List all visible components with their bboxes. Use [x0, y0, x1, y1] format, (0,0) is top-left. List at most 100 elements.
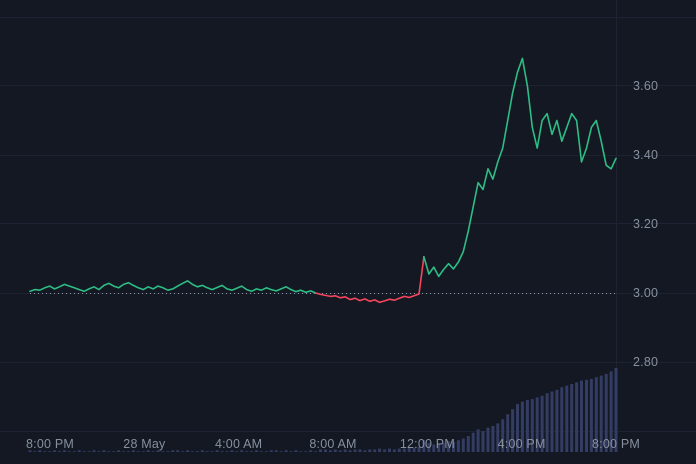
volume-bar: [269, 450, 273, 452]
volume-bar: [141, 451, 145, 452]
volume-bar: [545, 393, 549, 452]
volume-bar: [161, 451, 165, 452]
volume-bar: [245, 451, 249, 452]
volume-bar: [151, 451, 155, 452]
volume-bar: [348, 450, 352, 452]
volume-bar: [255, 450, 258, 452]
volume-bar: [368, 449, 372, 452]
volume-bar: [580, 380, 583, 452]
volume-bar: [43, 451, 47, 452]
volume-bar: [486, 427, 490, 452]
volume-bar: [48, 451, 52, 452]
volume-bar: [240, 450, 244, 452]
volume-bar: [491, 426, 495, 452]
volume-bar: [225, 451, 229, 452]
volume-bar: [461, 438, 465, 452]
volume-bar: [186, 450, 190, 452]
volume-bar: [122, 451, 126, 452]
volume-bar: [476, 429, 480, 452]
volume-bar: [412, 447, 416, 452]
volume-bar: [402, 448, 406, 452]
volume-bar: [309, 450, 313, 452]
volume-bar: [279, 451, 283, 452]
volume-bar: [77, 450, 81, 452]
volume-bar: [585, 379, 588, 452]
volume-bar: [259, 451, 263, 452]
volume-bar: [358, 449, 362, 452]
volume-bar: [289, 451, 293, 452]
volume-bar: [264, 451, 268, 452]
volume-bar: [427, 442, 431, 452]
volume-bar: [181, 451, 185, 452]
volume-bar: [516, 404, 519, 452]
volume-bar: [589, 378, 593, 452]
price-line: [423, 57, 617, 278]
volume-bar: [614, 368, 618, 452]
volume-bar: [456, 440, 460, 452]
volume-bar: [205, 451, 209, 452]
volume-bar: [294, 450, 298, 452]
volume-bar: [520, 401, 524, 452]
volume-bar: [422, 440, 426, 452]
volume-bar: [191, 451, 194, 452]
volume-bar: [496, 423, 500, 452]
volume-bar: [314, 451, 318, 452]
volume-bar: [28, 450, 32, 452]
volume-bar: [373, 449, 377, 452]
volume-bar: [437, 443, 441, 452]
volume-bar: [53, 450, 57, 452]
volume-bar: [383, 449, 387, 452]
volume-bar: [550, 391, 554, 452]
volume-bar: [609, 371, 613, 452]
volume-bar: [407, 447, 411, 452]
volume-bar: [363, 450, 367, 452]
volume-bar: [97, 451, 101, 452]
volume-bar: [432, 444, 436, 452]
volume-bar: [171, 450, 175, 452]
volume-bar: [107, 451, 111, 452]
volume-bar: [565, 385, 569, 452]
volume-bar: [388, 448, 391, 452]
volume-bar: [33, 451, 37, 452]
volume-bar: [72, 451, 76, 452]
volume-bar: [397, 448, 401, 452]
volume-bar: [58, 451, 61, 452]
volume-bar: [540, 395, 544, 452]
volume-bar: [63, 450, 66, 452]
volume-bar: [146, 450, 150, 452]
volume-bar: [555, 389, 559, 452]
volume-bar: [38, 450, 42, 452]
volume-bar: [604, 373, 608, 452]
volume-bar: [92, 450, 96, 452]
volume-bar: [250, 451, 254, 452]
volume-bar: [102, 450, 106, 452]
volume-bar: [417, 447, 421, 452]
volume-bar: [511, 409, 515, 452]
volume-bar: [392, 449, 396, 452]
volume-bar: [599, 375, 603, 452]
volume-bar: [156, 450, 160, 452]
volume-bar: [594, 377, 598, 452]
volume-bar: [466, 436, 470, 452]
volume-bar: [343, 449, 347, 452]
volume-bar: [127, 451, 130, 452]
volume-bar: [215, 450, 219, 452]
volume-bar: [117, 450, 121, 452]
volume-bar: [220, 451, 224, 452]
volume-bar: [136, 451, 140, 452]
volume-bar: [274, 450, 278, 452]
volume-bar: [378, 448, 382, 452]
volume-bar: [471, 432, 475, 452]
volume-bar: [112, 451, 116, 452]
volume-bar: [166, 451, 170, 452]
price-line: [314, 255, 425, 304]
volume-bar: [333, 449, 337, 452]
volume-bar: [131, 450, 135, 452]
volume-bar: [575, 382, 579, 452]
volume-bar: [210, 451, 214, 452]
volume-bar: [284, 450, 288, 452]
volume-bar: [447, 441, 451, 452]
volume-bar: [481, 431, 485, 452]
